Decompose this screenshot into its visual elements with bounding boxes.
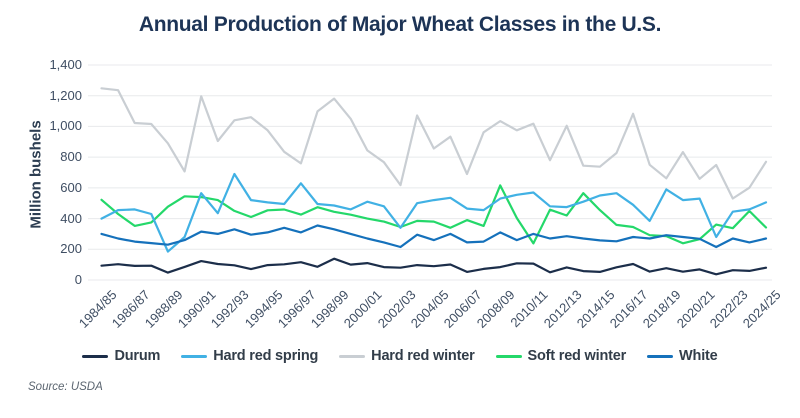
legend-label: Hard red spring: [213, 348, 319, 364]
y-tick-label: 400: [60, 210, 82, 226]
y-tick-label: 0: [74, 272, 82, 287]
legend-label: Hard red winter: [371, 348, 475, 364]
chart-legend: Durum Hard red spring Hard red winter Soft …: [0, 348, 800, 364]
y-tick-label: 1,000: [49, 118, 82, 134]
chart-canvas: [88, 64, 772, 281]
legend-label: Soft red winter: [527, 348, 627, 364]
series-line-durum: [100, 257, 768, 276]
legend-item-soft-red-winter: Soft red winter: [495, 348, 627, 364]
series-line-hard-red-spring: [100, 172, 768, 253]
y-tick-label: 1,400: [49, 57, 82, 72]
series-line-soft-red-winter: [100, 184, 768, 245]
chart-title: Annual Production of Major Wheat Classes…: [138, 13, 662, 36]
source-note: Source: USDA: [28, 381, 103, 393]
legend-swatch: [495, 354, 522, 358]
y-tick-label: 800: [60, 149, 82, 165]
legend-swatch: [82, 354, 109, 358]
legend-label: Durum: [114, 348, 161, 364]
legend-item-white: White: [647, 348, 718, 364]
legend-swatch: [181, 354, 208, 358]
series-line-white: [100, 224, 768, 249]
y-tick-label: 600: [60, 179, 82, 195]
legend-label: White: [679, 348, 718, 364]
legend-item-durum: Durum: [82, 348, 160, 364]
legend-item-hard-red-winter: Hard red winter: [339, 348, 475, 364]
y-tick-label: 200: [60, 241, 82, 257]
legend-swatch: [339, 354, 366, 358]
legend-swatch: [647, 354, 674, 358]
series-line-hard-red-winter: [100, 87, 768, 200]
legend-item-hard-red-spring: Hard red spring: [181, 348, 318, 364]
y-tick-label: 1,200: [49, 87, 82, 103]
